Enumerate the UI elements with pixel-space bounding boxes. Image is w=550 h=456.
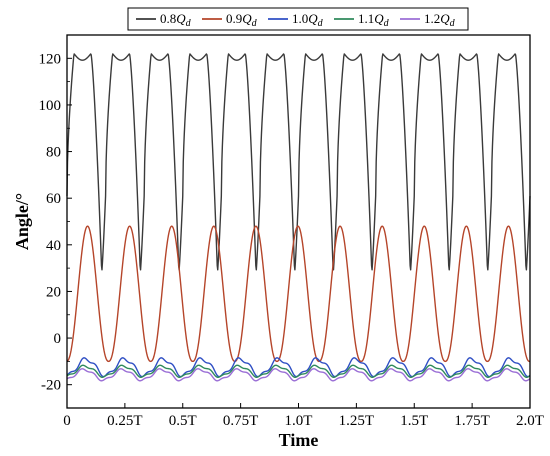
x-tick-label: 2.0T bbox=[516, 413, 544, 429]
legend-label: 0.9Qd bbox=[226, 11, 258, 29]
ticks-layer: 0 0.25T 0.5T 0.75T 1.0T 1.25T 1.5T 1.75T 2.0T -20… bbox=[39, 34, 544, 429]
legend-label: 1.0Qd bbox=[292, 11, 324, 29]
legend-label: 0.8Qd bbox=[160, 11, 192, 29]
legend-box bbox=[127, 7, 469, 31]
y-tick-label: 0 bbox=[54, 331, 62, 347]
x-tick-label: 1.25T bbox=[339, 413, 374, 429]
series-line-1 bbox=[66, 225, 531, 363]
legend-label: 1.1Qd bbox=[358, 11, 390, 29]
series-line-0 bbox=[66, 53, 531, 271]
x-tick-label: 1.5T bbox=[400, 413, 428, 429]
y-tick-label: 120 bbox=[39, 51, 62, 67]
y-tick-label: 60 bbox=[46, 191, 61, 207]
y-tick-label: -20 bbox=[41, 378, 61, 394]
x-tick-label: 1.75T bbox=[454, 413, 489, 429]
x-tick-label: 0.5T bbox=[169, 413, 197, 429]
y-axis-title: Angle/° bbox=[12, 193, 32, 250]
series-line-4 bbox=[66, 368, 531, 382]
x-tick-label: 0.25T bbox=[107, 413, 142, 429]
legend-label: 1.2Qd bbox=[424, 11, 456, 29]
series-line-3 bbox=[66, 364, 531, 378]
y-tick-label: 80 bbox=[46, 145, 61, 161]
y-tick-label: 100 bbox=[39, 98, 62, 114]
series-layer bbox=[66, 53, 531, 382]
legend: 0.8Qd 0.9Qd 1.0Qd 1.1Qd 1.2Qd bbox=[127, 7, 469, 31]
plot-frame bbox=[66, 34, 531, 409]
x-tick-label: 1.0T bbox=[285, 413, 313, 429]
y-tick-label: 40 bbox=[46, 238, 61, 254]
x-tick-label: 0 bbox=[63, 413, 71, 429]
y-tick-label: 20 bbox=[46, 284, 61, 300]
x-axis-title: Time bbox=[279, 430, 319, 450]
x-tick-label: 0.75T bbox=[223, 413, 258, 429]
